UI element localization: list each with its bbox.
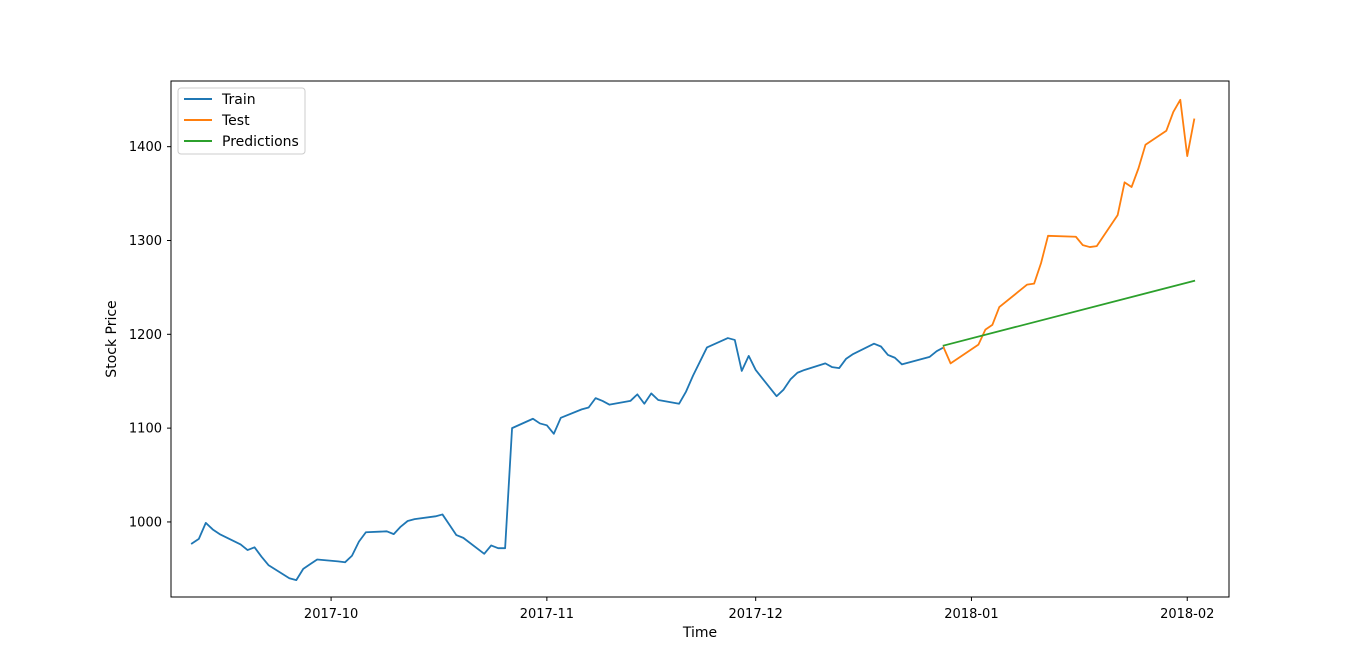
x-tick-label: 2017-12 xyxy=(729,607,783,622)
legend-label-train: Train xyxy=(221,92,256,108)
series-line-test xyxy=(942,98,1196,365)
plot-frame xyxy=(170,80,1230,598)
y-tick-label: 1000 xyxy=(129,515,162,530)
x-tick-label: 2018-01 xyxy=(944,607,998,622)
legend-label-test: Test xyxy=(221,113,250,129)
series-line-train xyxy=(190,337,945,582)
x-tick-label: 2017-10 xyxy=(304,607,358,622)
x-axis-ticks: 2017-10 2017-11 2017-12 2018-01 2018-02 xyxy=(304,597,1214,622)
y-tick-label: 1400 xyxy=(129,140,162,155)
series-line-predictions xyxy=(942,279,1196,347)
x-tick-label: 2018-02 xyxy=(1160,607,1214,622)
y-axis-ticks: 1000 1100 1200 1300 1400 xyxy=(129,140,171,530)
y-tick-label: 1200 xyxy=(129,328,162,343)
y-axis-label: Stock Price xyxy=(104,300,120,377)
y-tick-label: 1100 xyxy=(129,422,162,437)
legend-label-predictions: Predictions xyxy=(222,134,299,150)
plot-lines xyxy=(190,98,1196,582)
legend-box xyxy=(177,87,306,155)
legend: Train Test Predictions xyxy=(177,87,306,155)
y-tick-label: 1300 xyxy=(129,234,162,249)
x-axis-label: Time xyxy=(682,625,717,641)
x-tick-label: 2017-11 xyxy=(520,607,574,622)
